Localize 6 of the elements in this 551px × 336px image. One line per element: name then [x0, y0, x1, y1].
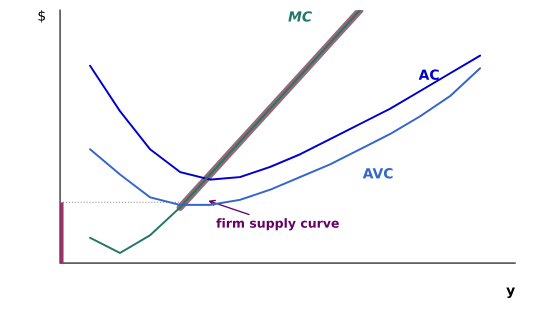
- x-axis-title: y: [506, 287, 515, 298]
- series-label: AVC: [362, 168, 393, 179]
- series-label: AC: [418, 69, 439, 80]
- annotation: firm supply curve: [216, 218, 339, 230]
- series-label: MC: [288, 11, 312, 22]
- y-axis-title: $: [38, 10, 46, 23]
